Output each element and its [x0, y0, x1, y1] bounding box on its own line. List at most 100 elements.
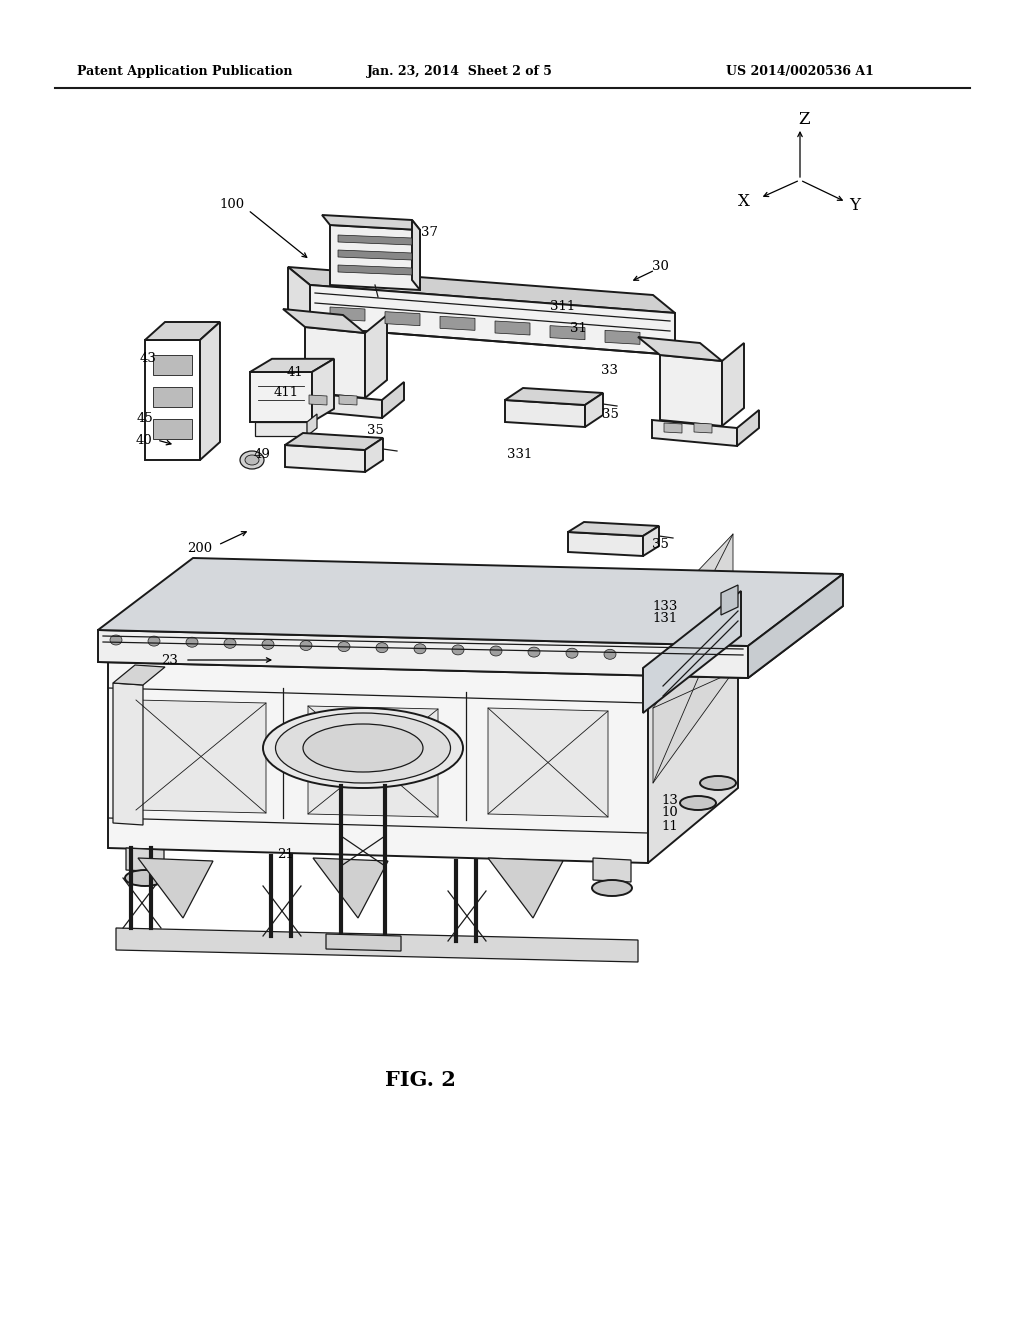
Polygon shape [283, 309, 365, 333]
Polygon shape [748, 574, 843, 678]
Polygon shape [285, 445, 365, 473]
Text: 23: 23 [162, 653, 178, 667]
Text: 35: 35 [651, 539, 669, 552]
Text: 37: 37 [422, 227, 438, 239]
Ellipse shape [303, 723, 423, 772]
Polygon shape [585, 393, 603, 426]
Polygon shape [638, 337, 722, 360]
Polygon shape [652, 420, 737, 446]
Ellipse shape [700, 776, 736, 789]
Polygon shape [339, 395, 357, 405]
Polygon shape [255, 422, 307, 436]
Ellipse shape [263, 708, 463, 788]
Text: 10: 10 [662, 807, 678, 820]
Text: 31: 31 [569, 322, 587, 334]
Text: 13: 13 [662, 793, 679, 807]
Polygon shape [309, 395, 327, 405]
Polygon shape [568, 532, 643, 556]
Text: Jan. 23, 2014  Sheet 2 of 5: Jan. 23, 2014 Sheet 2 of 5 [367, 66, 553, 78]
Polygon shape [365, 438, 383, 473]
Polygon shape [288, 267, 675, 313]
Text: 21: 21 [276, 849, 293, 862]
Polygon shape [297, 392, 382, 418]
Ellipse shape [414, 644, 426, 653]
Polygon shape [326, 935, 401, 950]
Polygon shape [308, 706, 438, 817]
Polygon shape [488, 858, 563, 917]
Polygon shape [382, 381, 404, 418]
Ellipse shape [148, 636, 160, 645]
Ellipse shape [592, 880, 632, 896]
Polygon shape [310, 285, 675, 355]
Polygon shape [737, 411, 759, 446]
Polygon shape [98, 558, 843, 645]
Polygon shape [250, 372, 312, 422]
Polygon shape [113, 665, 165, 685]
Polygon shape [322, 215, 420, 230]
Ellipse shape [125, 870, 165, 886]
Text: 30: 30 [651, 260, 669, 273]
Polygon shape [113, 682, 143, 825]
Polygon shape [721, 585, 738, 615]
Polygon shape [593, 858, 631, 882]
Polygon shape [412, 220, 420, 290]
Polygon shape [330, 224, 420, 290]
Polygon shape [488, 708, 608, 817]
Polygon shape [660, 355, 722, 426]
Polygon shape [694, 422, 712, 433]
Polygon shape [722, 343, 744, 426]
Ellipse shape [186, 638, 198, 647]
Ellipse shape [528, 647, 540, 657]
Text: X: X [738, 194, 750, 210]
Polygon shape [653, 597, 733, 783]
Polygon shape [495, 321, 530, 335]
Ellipse shape [338, 642, 350, 652]
Ellipse shape [452, 645, 464, 655]
Polygon shape [643, 525, 659, 556]
Polygon shape [653, 535, 733, 693]
Polygon shape [313, 858, 388, 917]
Ellipse shape [275, 713, 451, 783]
Polygon shape [605, 330, 640, 345]
Polygon shape [550, 326, 585, 339]
Ellipse shape [245, 455, 259, 465]
Text: 100: 100 [219, 198, 245, 211]
Text: 49: 49 [254, 449, 270, 462]
Ellipse shape [240, 451, 264, 469]
Text: 331: 331 [507, 449, 532, 462]
Text: FIG. 2: FIG. 2 [385, 1071, 456, 1090]
Text: 311: 311 [550, 301, 575, 314]
Text: 11: 11 [662, 820, 678, 833]
Polygon shape [153, 418, 193, 440]
Polygon shape [98, 630, 748, 678]
Polygon shape [153, 355, 193, 375]
Polygon shape [440, 317, 475, 330]
Polygon shape [307, 414, 317, 436]
Text: 131: 131 [652, 611, 678, 624]
Polygon shape [145, 341, 200, 459]
Ellipse shape [224, 639, 236, 648]
Text: 200: 200 [187, 541, 213, 554]
Polygon shape [138, 858, 213, 917]
Text: 133: 133 [652, 601, 678, 614]
Polygon shape [250, 359, 334, 372]
Polygon shape [136, 700, 266, 813]
Text: 33: 33 [601, 363, 618, 376]
Ellipse shape [376, 643, 388, 652]
Text: 43: 43 [139, 351, 157, 364]
Polygon shape [568, 521, 659, 536]
Text: 411: 411 [273, 385, 299, 399]
Text: Y: Y [850, 198, 860, 214]
Polygon shape [285, 433, 383, 450]
Polygon shape [116, 928, 638, 962]
Text: 40: 40 [135, 433, 153, 446]
Ellipse shape [300, 640, 312, 651]
Polygon shape [385, 312, 420, 326]
Ellipse shape [604, 649, 616, 659]
Text: Patent Application Publication: Patent Application Publication [77, 66, 293, 78]
Text: 35: 35 [367, 424, 383, 437]
Polygon shape [288, 267, 310, 327]
Ellipse shape [262, 639, 274, 649]
Polygon shape [126, 847, 164, 873]
Polygon shape [365, 315, 387, 399]
